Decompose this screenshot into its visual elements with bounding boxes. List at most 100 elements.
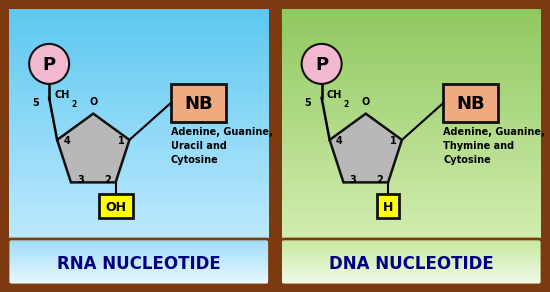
Bar [282,42,541,48]
Bar [9,195,268,201]
Bar [282,261,541,267]
Bar [282,258,541,259]
Bar [282,250,541,256]
Bar [282,274,541,276]
Bar [9,249,268,251]
Bar [282,270,541,271]
Bar [9,259,268,260]
Bar [9,270,268,272]
Bar [9,250,268,256]
Bar [282,273,541,274]
Text: CH: CH [327,90,342,100]
Bar [9,58,268,64]
Bar [9,254,268,256]
Text: 2: 2 [344,100,349,109]
Bar [9,252,268,253]
Bar [282,64,541,70]
Bar [282,277,541,279]
FancyBboxPatch shape [0,0,278,292]
Bar [282,272,541,278]
Bar [282,248,541,249]
Text: 4: 4 [336,136,343,146]
Text: RNA NUCLEOTIDE: RNA NUCLEOTIDE [57,255,221,273]
Bar [9,130,268,135]
Bar [9,251,268,252]
Text: O: O [89,97,97,107]
Bar [9,244,268,245]
Bar [9,246,268,247]
Bar [282,245,541,251]
Bar [282,247,541,248]
Bar [282,135,541,141]
Bar [282,265,541,266]
Bar [282,266,541,267]
Bar [9,275,268,277]
Text: OH: OH [105,201,126,214]
Bar [282,241,541,242]
Bar [282,270,541,272]
Bar [9,15,268,20]
Bar [9,239,268,245]
Bar [9,75,268,81]
Circle shape [29,44,69,84]
Bar [282,124,541,130]
Text: NB: NB [456,95,485,113]
Bar [9,261,268,267]
Bar [9,146,268,152]
Bar [9,272,268,273]
Bar [9,247,268,248]
Bar [282,53,541,59]
Bar [282,152,541,157]
Text: Adenine, Guanine,
Uracil and
Cytosine: Adenine, Guanine, Uracil and Cytosine [171,127,273,165]
Bar [282,272,541,273]
Bar [282,206,541,212]
Bar [282,102,541,108]
Bar [282,242,541,243]
Bar [282,58,541,64]
Bar [282,97,541,103]
Bar [282,168,541,174]
Text: O: O [362,97,370,107]
Bar [282,281,541,282]
Bar [9,31,268,37]
Bar [9,268,268,269]
Bar [282,250,541,252]
Text: 3: 3 [77,175,84,185]
Bar [9,190,268,196]
Bar [282,157,541,163]
Bar [282,267,541,268]
Text: P: P [315,56,328,74]
Bar [282,243,541,244]
Bar [9,69,268,75]
Bar [282,265,541,267]
Bar [282,75,541,81]
Bar [9,256,268,262]
Bar [282,108,541,114]
Text: 5: 5 [304,98,311,108]
Bar [9,265,268,266]
Bar [9,241,268,242]
Text: DNA NUCLEOTIDE: DNA NUCLEOTIDE [329,255,494,273]
Bar [9,173,268,179]
Bar [9,168,268,174]
Bar [282,140,541,147]
Bar [282,260,541,262]
Bar [282,15,541,20]
Bar [9,281,268,283]
Bar [282,246,541,247]
Bar [282,262,541,263]
Bar [9,253,268,255]
Bar [9,274,268,276]
Bar [282,113,541,119]
Bar [282,278,541,279]
Bar [282,252,541,253]
Bar [9,263,268,264]
Bar [282,212,541,218]
Bar [9,269,268,270]
Bar [9,91,268,97]
Bar [282,184,541,190]
Bar [282,255,541,257]
Bar [9,228,268,234]
Bar [9,260,268,262]
Bar [9,260,268,261]
